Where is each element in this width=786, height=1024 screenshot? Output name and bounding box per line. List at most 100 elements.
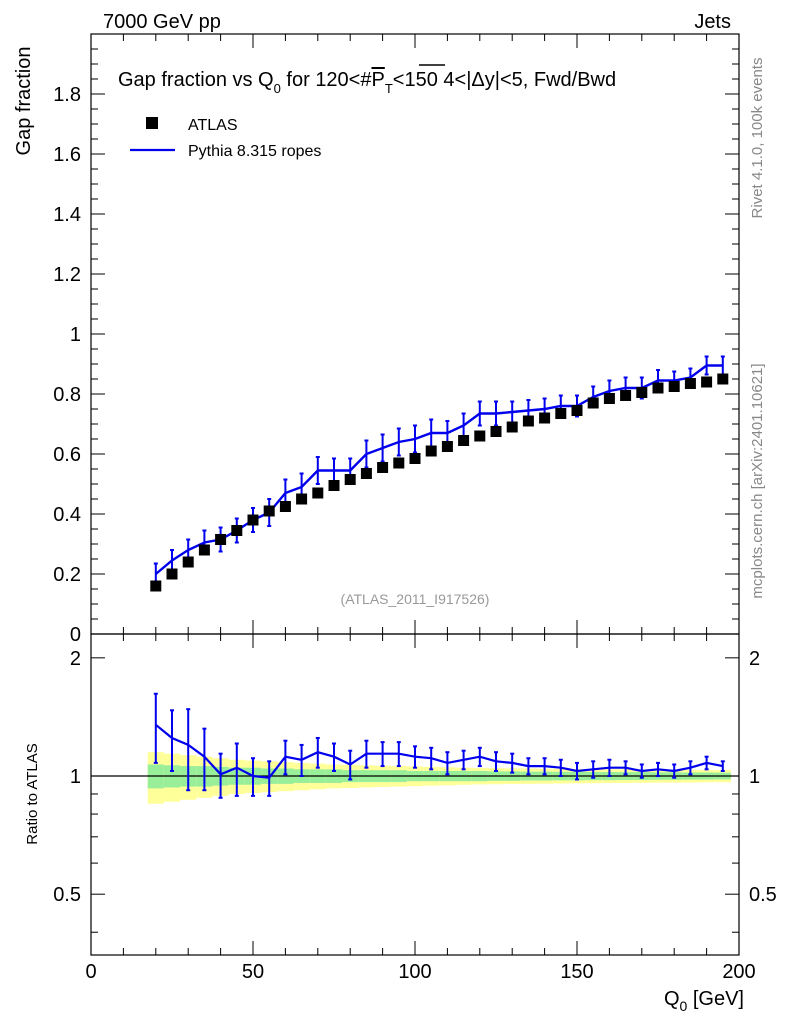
data-point xyxy=(279,501,291,512)
ratio-mc-point xyxy=(299,743,304,778)
plot-frames xyxy=(90,33,740,956)
data-point xyxy=(360,468,372,479)
ratio-mc-point xyxy=(315,736,320,769)
data-point xyxy=(425,445,437,457)
data-point xyxy=(328,480,340,491)
ratio-tick-label-left: 0.5 xyxy=(53,884,81,906)
y-tick-label: 0 xyxy=(70,624,81,646)
data-point xyxy=(522,415,534,427)
ratio-mc-point xyxy=(607,758,612,778)
data-point xyxy=(182,556,194,568)
mc-point xyxy=(477,400,482,427)
data-point xyxy=(409,453,421,464)
axis-ticks xyxy=(90,34,740,955)
legend-data-marker xyxy=(146,117,158,129)
data-point xyxy=(441,441,453,452)
ratio-mc-point xyxy=(170,709,174,772)
y-tick-label: 1.6 xyxy=(53,144,81,166)
ratio-mc-point xyxy=(704,755,709,771)
rivet-label: Rivet 4.1.0, 100k events xyxy=(749,58,766,219)
title-part-a: Gap fraction vs Q xyxy=(118,69,274,91)
analysis-watermark: (ATLAS_2011_I917526) xyxy=(341,591,490,607)
ratio-tick-label-right: 1 xyxy=(749,766,760,788)
x-axis-label-unit: [GeV] xyxy=(687,988,744,1010)
ratio-mc-point xyxy=(494,751,498,772)
ratio-mc-point xyxy=(413,745,417,769)
ratio-mc-point xyxy=(575,761,579,781)
data-point xyxy=(636,387,648,398)
ratio-mc-point xyxy=(186,708,191,792)
data-point xyxy=(215,534,227,545)
title-sub-a: 0 xyxy=(274,81,281,96)
mc-point xyxy=(704,355,709,376)
plot-title: Gap fraction vs Q0 for 120<#PT<150 4<|Δy… xyxy=(118,69,616,96)
data-point xyxy=(620,390,632,401)
data-point xyxy=(296,493,308,505)
ratio-mc-point xyxy=(656,761,660,778)
legend-mc-label: Pythia 8.315 ropes xyxy=(188,143,321,160)
ratio-mc-point xyxy=(672,763,677,779)
data-point xyxy=(458,435,470,446)
ratio-mc-point xyxy=(332,742,336,772)
x-axis-label-sub: 0 xyxy=(680,998,688,1014)
title-part-c: <150 4<|Δy|<5, Fwd/Bwd xyxy=(393,69,616,91)
data-point xyxy=(166,568,178,580)
y-tick-label: 0.8 xyxy=(53,384,81,406)
ratio-mc-point xyxy=(234,742,239,797)
data-point xyxy=(506,421,518,433)
ratio-mc-point xyxy=(542,757,547,776)
ratio-uncertainty-bands xyxy=(91,752,739,804)
y-tick-label: 0.6 xyxy=(53,444,81,466)
x-axis-label-main: Q xyxy=(664,988,680,1010)
ratio-mc-point xyxy=(202,727,207,792)
data-point xyxy=(247,514,259,526)
ratio-mc-point xyxy=(153,692,158,764)
data-point xyxy=(668,381,680,392)
y-tick-label: 1.8 xyxy=(53,84,81,106)
y-tick-label: 0.2 xyxy=(53,564,81,586)
ratio-mc-point xyxy=(267,760,272,797)
x-axis-label: Q0 [GeV] xyxy=(664,988,744,1014)
ratio-mc-point xyxy=(348,749,353,781)
data-point xyxy=(474,430,486,442)
title-sub-b: T xyxy=(385,81,393,96)
ratio-series xyxy=(153,692,725,799)
ratio-mc-point xyxy=(591,760,596,779)
ratio-mc-point xyxy=(720,760,725,772)
ratio-mc-point xyxy=(445,751,450,776)
x-tick-label: 50 xyxy=(242,961,264,983)
ratio-mc-point xyxy=(396,741,401,768)
ratio-mc-point xyxy=(639,763,644,779)
ratio-mc-point xyxy=(429,746,434,771)
mc-point xyxy=(380,433,385,463)
data-point xyxy=(490,426,502,437)
mc-point xyxy=(396,427,401,457)
data-point xyxy=(198,544,210,556)
x-tick-label: 100 xyxy=(398,961,431,983)
data-point xyxy=(701,376,713,388)
ratio-mc-point xyxy=(364,739,369,769)
ratio-tick-label-left: 2 xyxy=(70,648,81,670)
data-point xyxy=(312,487,324,499)
ratio-tick-label-right: 2 xyxy=(749,648,760,670)
data-point xyxy=(717,373,729,385)
tick-labels: 0 50 100 150 200 0 0.2 0.4 0.6 0.8 1 1.2 1.4 1.6 1.8 0.… xyxy=(53,84,777,983)
data-series xyxy=(150,373,729,592)
y-tick-label: 1 xyxy=(70,324,81,346)
data-point xyxy=(684,378,696,389)
y-tick-label: 1.4 xyxy=(53,204,81,226)
data-point xyxy=(377,462,389,473)
data-point xyxy=(344,474,356,485)
ratio-mc-point xyxy=(510,752,515,774)
data-point xyxy=(231,525,243,536)
mcplots-label: mcplots.cern.ch [arXiv:2401.10621] xyxy=(749,363,766,598)
legend-data-label: ATLAS xyxy=(188,117,238,134)
ratio-mc-point xyxy=(380,741,385,768)
ratio-mc-point xyxy=(688,760,693,776)
category-label: Jets xyxy=(694,11,731,33)
ratio-mc-line xyxy=(155,723,724,779)
data-point xyxy=(652,382,664,394)
x-tick-label: 0 xyxy=(85,961,96,983)
ratio-y-axis-label: Ratio to ATLAS xyxy=(24,743,41,844)
